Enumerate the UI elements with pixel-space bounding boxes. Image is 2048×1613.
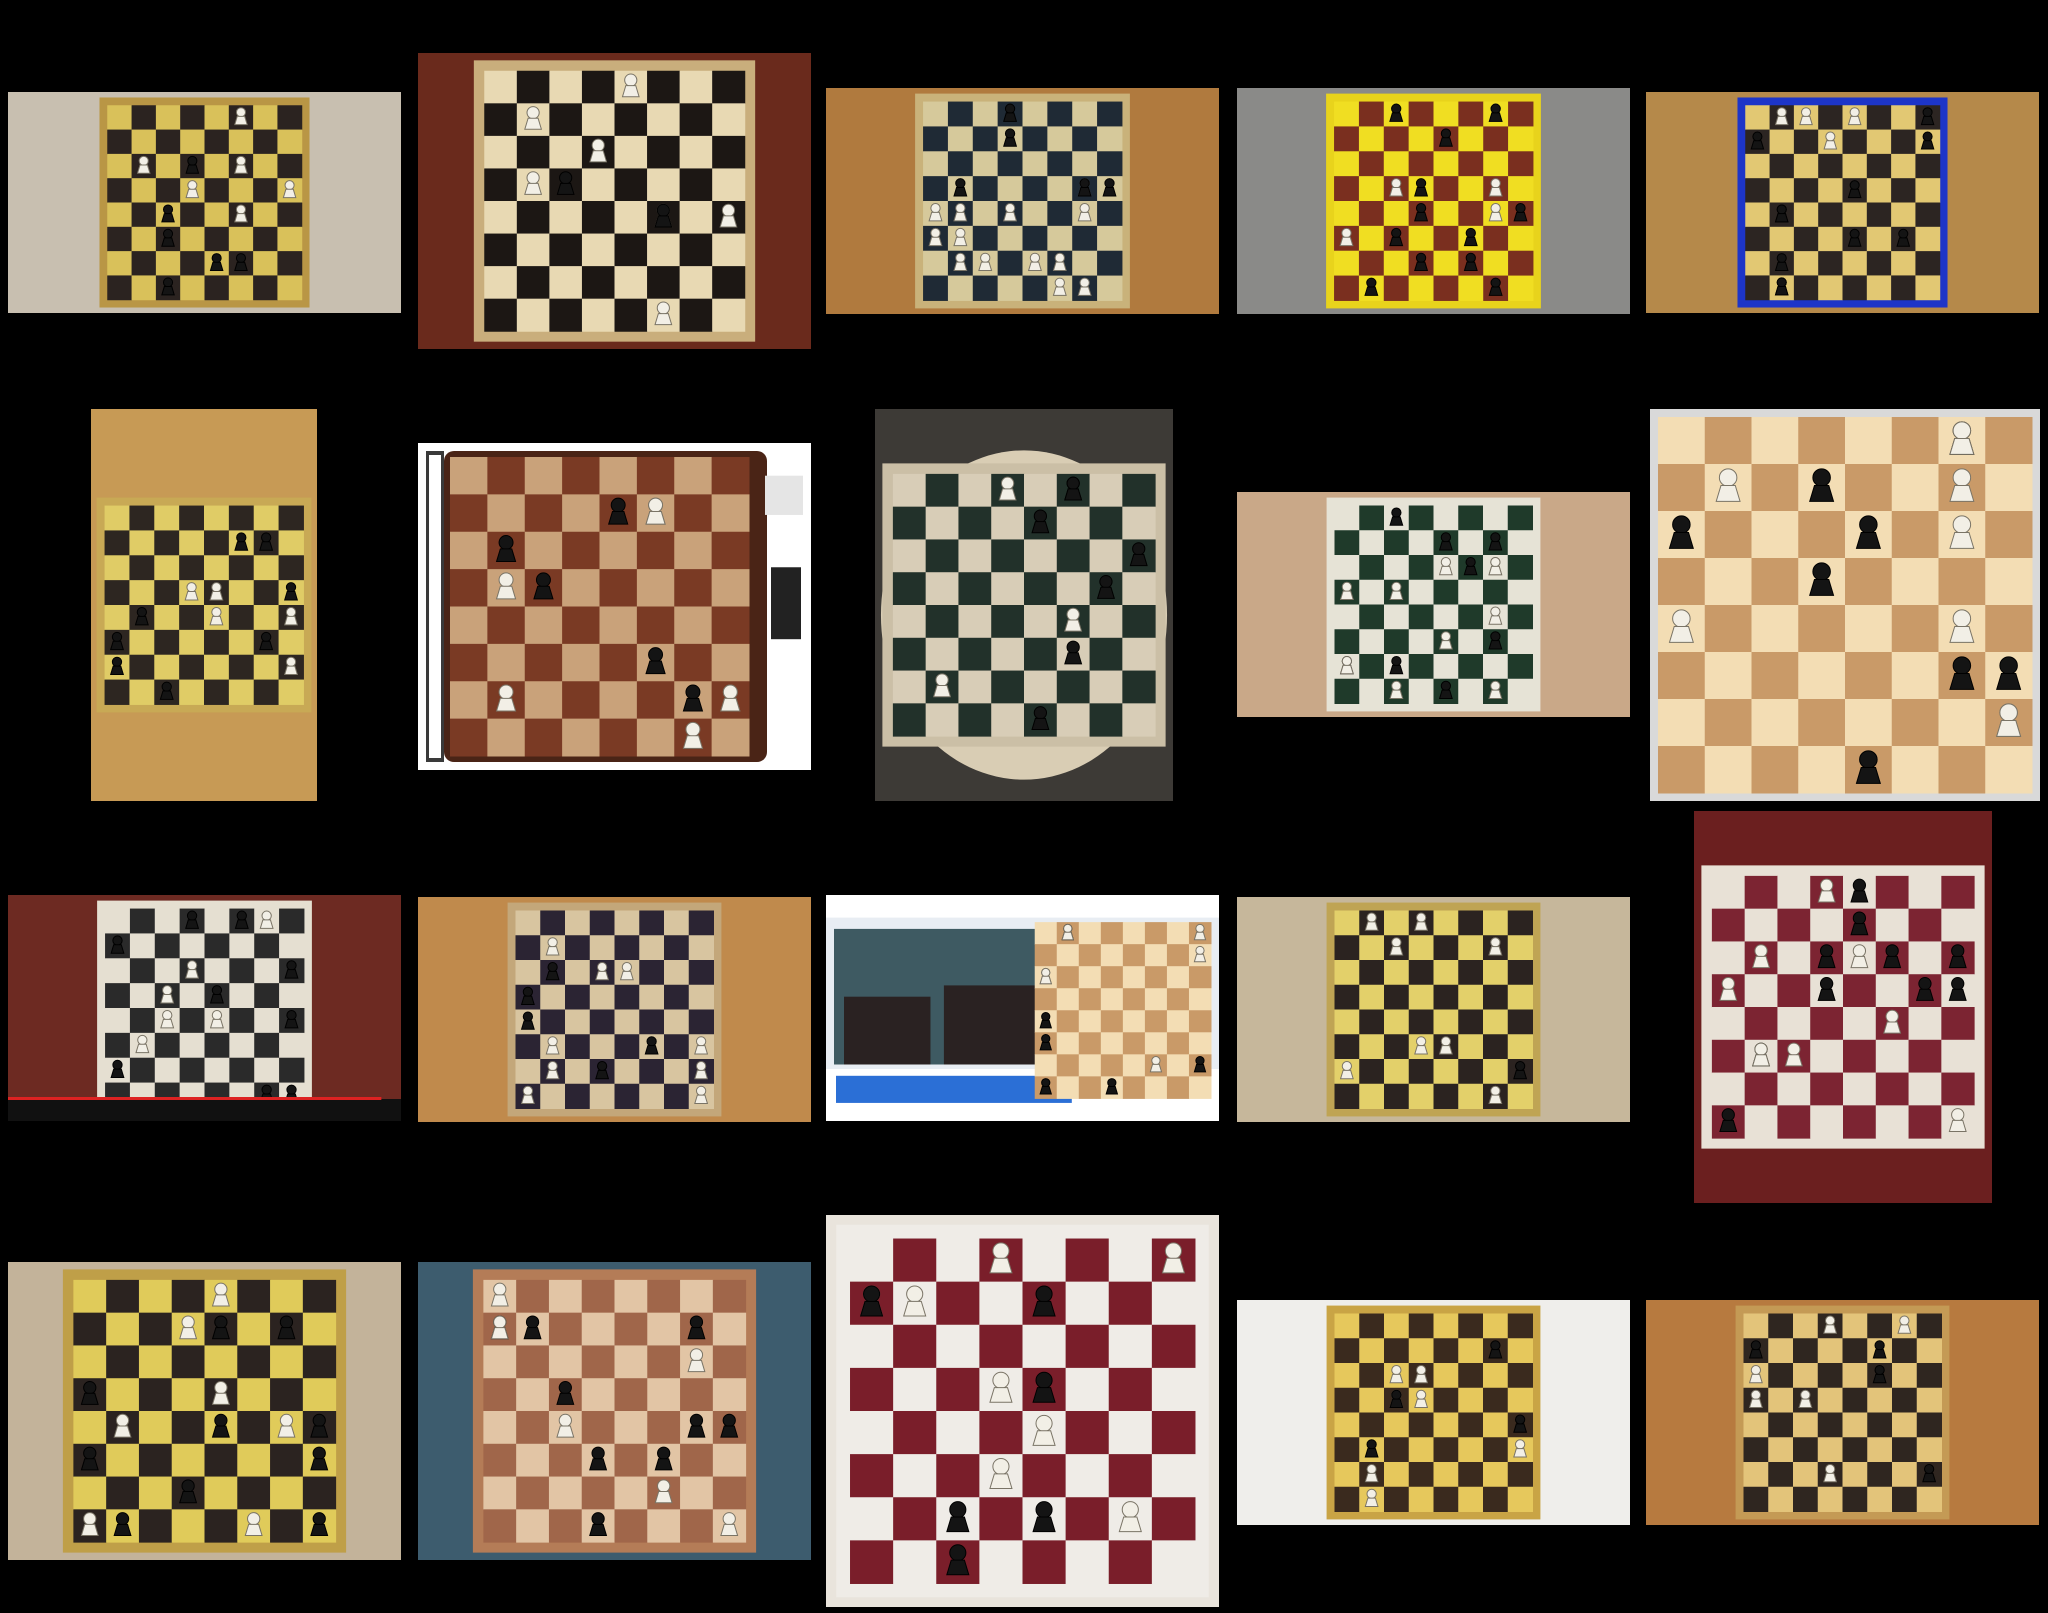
- chess-board-image: [418, 1262, 811, 1560]
- chess-board-image: [826, 88, 1219, 314]
- chess-board-image: [91, 409, 317, 801]
- chess-board-image: [1646, 92, 2039, 313]
- chess-board-image: [1694, 811, 1992, 1203]
- chess-board-photo: [826, 1215, 1219, 1607]
- chess-board-image: [1237, 1300, 1630, 1525]
- chess-board-image: [418, 443, 811, 770]
- chess-board-photo: [418, 443, 811, 770]
- chess-board-image: [8, 92, 401, 313]
- chess-board-image: [8, 1262, 401, 1560]
- chess-board-photo: [418, 897, 811, 1122]
- chess-board-image: [826, 895, 1219, 1121]
- chess-board-photo: [1237, 1300, 1630, 1525]
- chess-board-photo: [1237, 88, 1630, 314]
- chess-board-image: [8, 895, 401, 1121]
- chess-board-photo: [91, 409, 317, 801]
- chess-board-photo: [8, 1262, 401, 1560]
- chess-board-photo: [8, 92, 401, 313]
- chess-board-image: [875, 409, 1173, 801]
- chess-board-photo: [1694, 811, 1992, 1203]
- chess-board-photo: [1646, 92, 2039, 313]
- chess-board-photo: [8, 895, 401, 1121]
- chess-board-photo: [826, 88, 1219, 314]
- chess-board-image: [1237, 88, 1630, 314]
- chess-board-image: [418, 897, 811, 1122]
- chess-board-image: [1237, 897, 1630, 1122]
- chess-board-photo: [1646, 1300, 2039, 1525]
- chess-board-image: [1650, 409, 2040, 801]
- chess-board-photo: [418, 1262, 811, 1560]
- chess-board-photo: [1650, 409, 2040, 801]
- chess-board-image: [1237, 492, 1630, 717]
- chess-board-photo: [418, 53, 811, 349]
- chess-board-image: [826, 1215, 1219, 1607]
- chess-board-photo: [875, 409, 1173, 801]
- chess-board-image: [418, 53, 811, 349]
- chess-board-photo: [1237, 492, 1630, 717]
- chess-board-photo: [826, 895, 1219, 1121]
- chess-board-photo: [1237, 897, 1630, 1122]
- chess-board-image: [1646, 1300, 2039, 1525]
